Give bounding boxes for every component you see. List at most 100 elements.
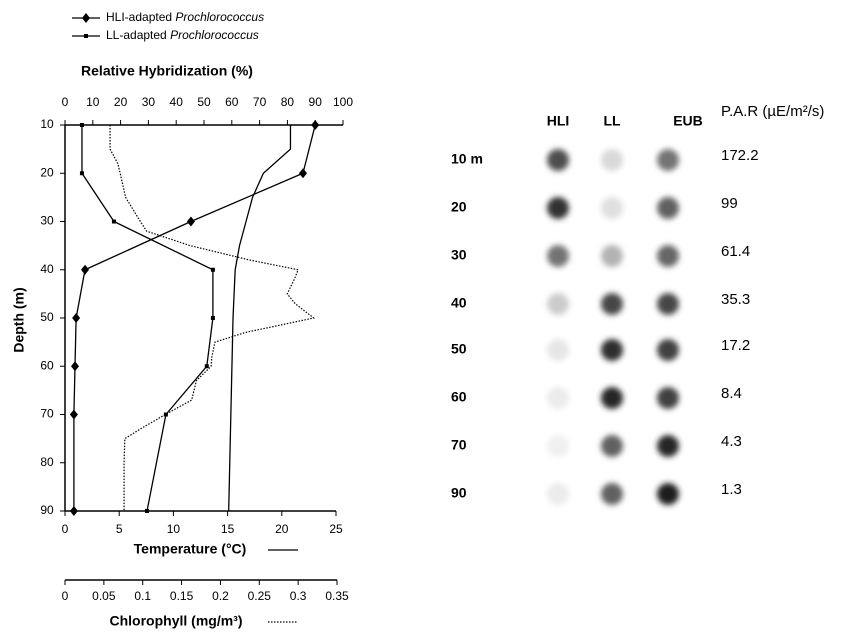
par-value: 172.2 bbox=[721, 147, 759, 164]
blot-dot bbox=[601, 435, 623, 457]
blot-row-label: 40 bbox=[451, 295, 467, 311]
blot-row-label: 30 bbox=[451, 247, 467, 263]
blot-column-label: LL bbox=[603, 113, 621, 129]
par-value: 8.4 bbox=[721, 385, 742, 402]
x-tick-label: 0.3 bbox=[290, 589, 307, 603]
x-tick-label: 80 bbox=[281, 95, 295, 109]
data-point bbox=[112, 220, 116, 224]
data-point bbox=[80, 123, 84, 127]
blot-dot bbox=[657, 435, 679, 457]
x-tick-label: 60 bbox=[225, 95, 239, 109]
data-point bbox=[211, 268, 215, 272]
data-point bbox=[311, 120, 319, 130]
legend-marker bbox=[84, 34, 88, 38]
x-tick-label: 0 bbox=[62, 95, 69, 109]
y-tick-label: 50 bbox=[40, 310, 54, 324]
blot-dot bbox=[547, 339, 569, 361]
blot-dot bbox=[601, 387, 623, 409]
x-axis-label: Temperature (°C) bbox=[134, 541, 247, 557]
y-tick-label: 70 bbox=[40, 407, 54, 421]
blot-dot bbox=[601, 245, 623, 267]
x-tick-label: 10 bbox=[167, 522, 181, 536]
y-axis-label: Depth (m) bbox=[11, 287, 27, 352]
x-tick-label: 0.25 bbox=[248, 589, 272, 603]
data-point bbox=[187, 217, 195, 227]
blot-dot bbox=[657, 339, 679, 361]
figure: Depth (m) 102030405060708090010203040506… bbox=[0, 0, 846, 632]
blot-dot bbox=[657, 387, 679, 409]
legend-label: HLI-adapted Prochlorococcus bbox=[106, 10, 264, 24]
series-line bbox=[82, 125, 213, 511]
data-point bbox=[70, 410, 78, 420]
blot-dot bbox=[657, 293, 679, 315]
x-axis-label: Relative Hybridization (%) bbox=[81, 63, 253, 79]
y-tick-label: 80 bbox=[40, 455, 54, 469]
blot-dot bbox=[547, 197, 569, 219]
blot-row-label: 90 bbox=[451, 485, 467, 501]
legend-name: HLI-adapted bbox=[106, 10, 175, 24]
data-point bbox=[211, 316, 215, 320]
blot-dot bbox=[601, 339, 623, 361]
legend-name: LL-adapted bbox=[106, 28, 170, 42]
y-tick-label: 40 bbox=[40, 262, 54, 276]
x-tick-label: 0.1 bbox=[134, 589, 151, 603]
par-value: 61.4 bbox=[721, 243, 750, 260]
data-point bbox=[145, 509, 149, 513]
data-point bbox=[81, 265, 89, 275]
x-tick-label: 20 bbox=[114, 95, 128, 109]
blot-dot bbox=[657, 483, 679, 505]
blot-dot bbox=[547, 387, 569, 409]
blot-dot bbox=[601, 293, 623, 315]
blot-dot bbox=[601, 483, 623, 505]
x-tick-label: 5 bbox=[116, 522, 123, 536]
blot-dot bbox=[547, 293, 569, 315]
par-value: 17.2 bbox=[721, 337, 750, 354]
blot-row-label: 20 bbox=[451, 199, 467, 215]
blot-row-label: 10 m bbox=[451, 151, 483, 167]
blot-dot bbox=[601, 197, 623, 219]
x-tick-label: 70 bbox=[253, 95, 267, 109]
x-tick-label: 20 bbox=[275, 522, 289, 536]
par-header: P.A.R (µE/m²/s) bbox=[721, 103, 824, 120]
data-point bbox=[205, 364, 209, 368]
blot-dot bbox=[657, 149, 679, 171]
legend-label: LL-adapted Prochlorococcus bbox=[106, 28, 259, 42]
par-value: 1.3 bbox=[721, 481, 742, 498]
data-point bbox=[70, 506, 78, 516]
par-value: 35.3 bbox=[721, 291, 750, 308]
legend-organism: Prochlorococcus bbox=[170, 28, 259, 42]
par-value: 99 bbox=[721, 195, 738, 212]
x-tick-label: 15 bbox=[221, 522, 235, 536]
x-tick-label: 0 bbox=[62, 522, 69, 536]
blot-dot bbox=[657, 245, 679, 267]
blot-column-label: HLI bbox=[547, 113, 570, 129]
blot-dot bbox=[601, 149, 623, 171]
x-axis-label: Chlorophyll (mg/m³) bbox=[110, 613, 243, 629]
data-point bbox=[72, 313, 80, 323]
blot-dot bbox=[547, 483, 569, 505]
y-tick-label: 60 bbox=[40, 358, 54, 372]
blot-row-label: 60 bbox=[451, 389, 467, 405]
x-tick-label: 25 bbox=[329, 522, 343, 536]
x-tick-label: 50 bbox=[197, 95, 211, 109]
x-tick-label: 0.05 bbox=[92, 589, 116, 603]
y-tick-label: 30 bbox=[40, 214, 54, 228]
blot-dot bbox=[547, 435, 569, 457]
x-tick-label: 90 bbox=[309, 95, 323, 109]
series-line bbox=[74, 125, 315, 511]
x-tick-label: 0.35 bbox=[325, 589, 349, 603]
data-point bbox=[80, 171, 84, 175]
blot-dot bbox=[547, 245, 569, 267]
blot-dot bbox=[657, 197, 679, 219]
blot-column-label: EUB bbox=[673, 113, 703, 129]
x-tick-label: 10 bbox=[86, 95, 100, 109]
blot-dot bbox=[547, 149, 569, 171]
x-tick-label: 0.15 bbox=[170, 589, 194, 603]
y-tick-label: 20 bbox=[40, 165, 54, 179]
x-tick-label: 0 bbox=[62, 589, 69, 603]
blot-row-label: 70 bbox=[451, 437, 467, 453]
y-tick-label: 10 bbox=[40, 117, 54, 131]
x-tick-label: 0.2 bbox=[212, 589, 229, 603]
legend-marker bbox=[82, 13, 90, 23]
x-tick-label: 40 bbox=[170, 95, 184, 109]
